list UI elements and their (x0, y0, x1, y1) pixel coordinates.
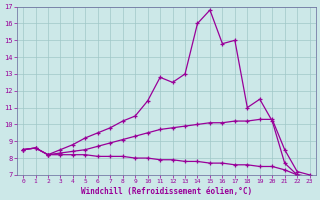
X-axis label: Windchill (Refroidissement éolien,°C): Windchill (Refroidissement éolien,°C) (81, 187, 252, 196)
